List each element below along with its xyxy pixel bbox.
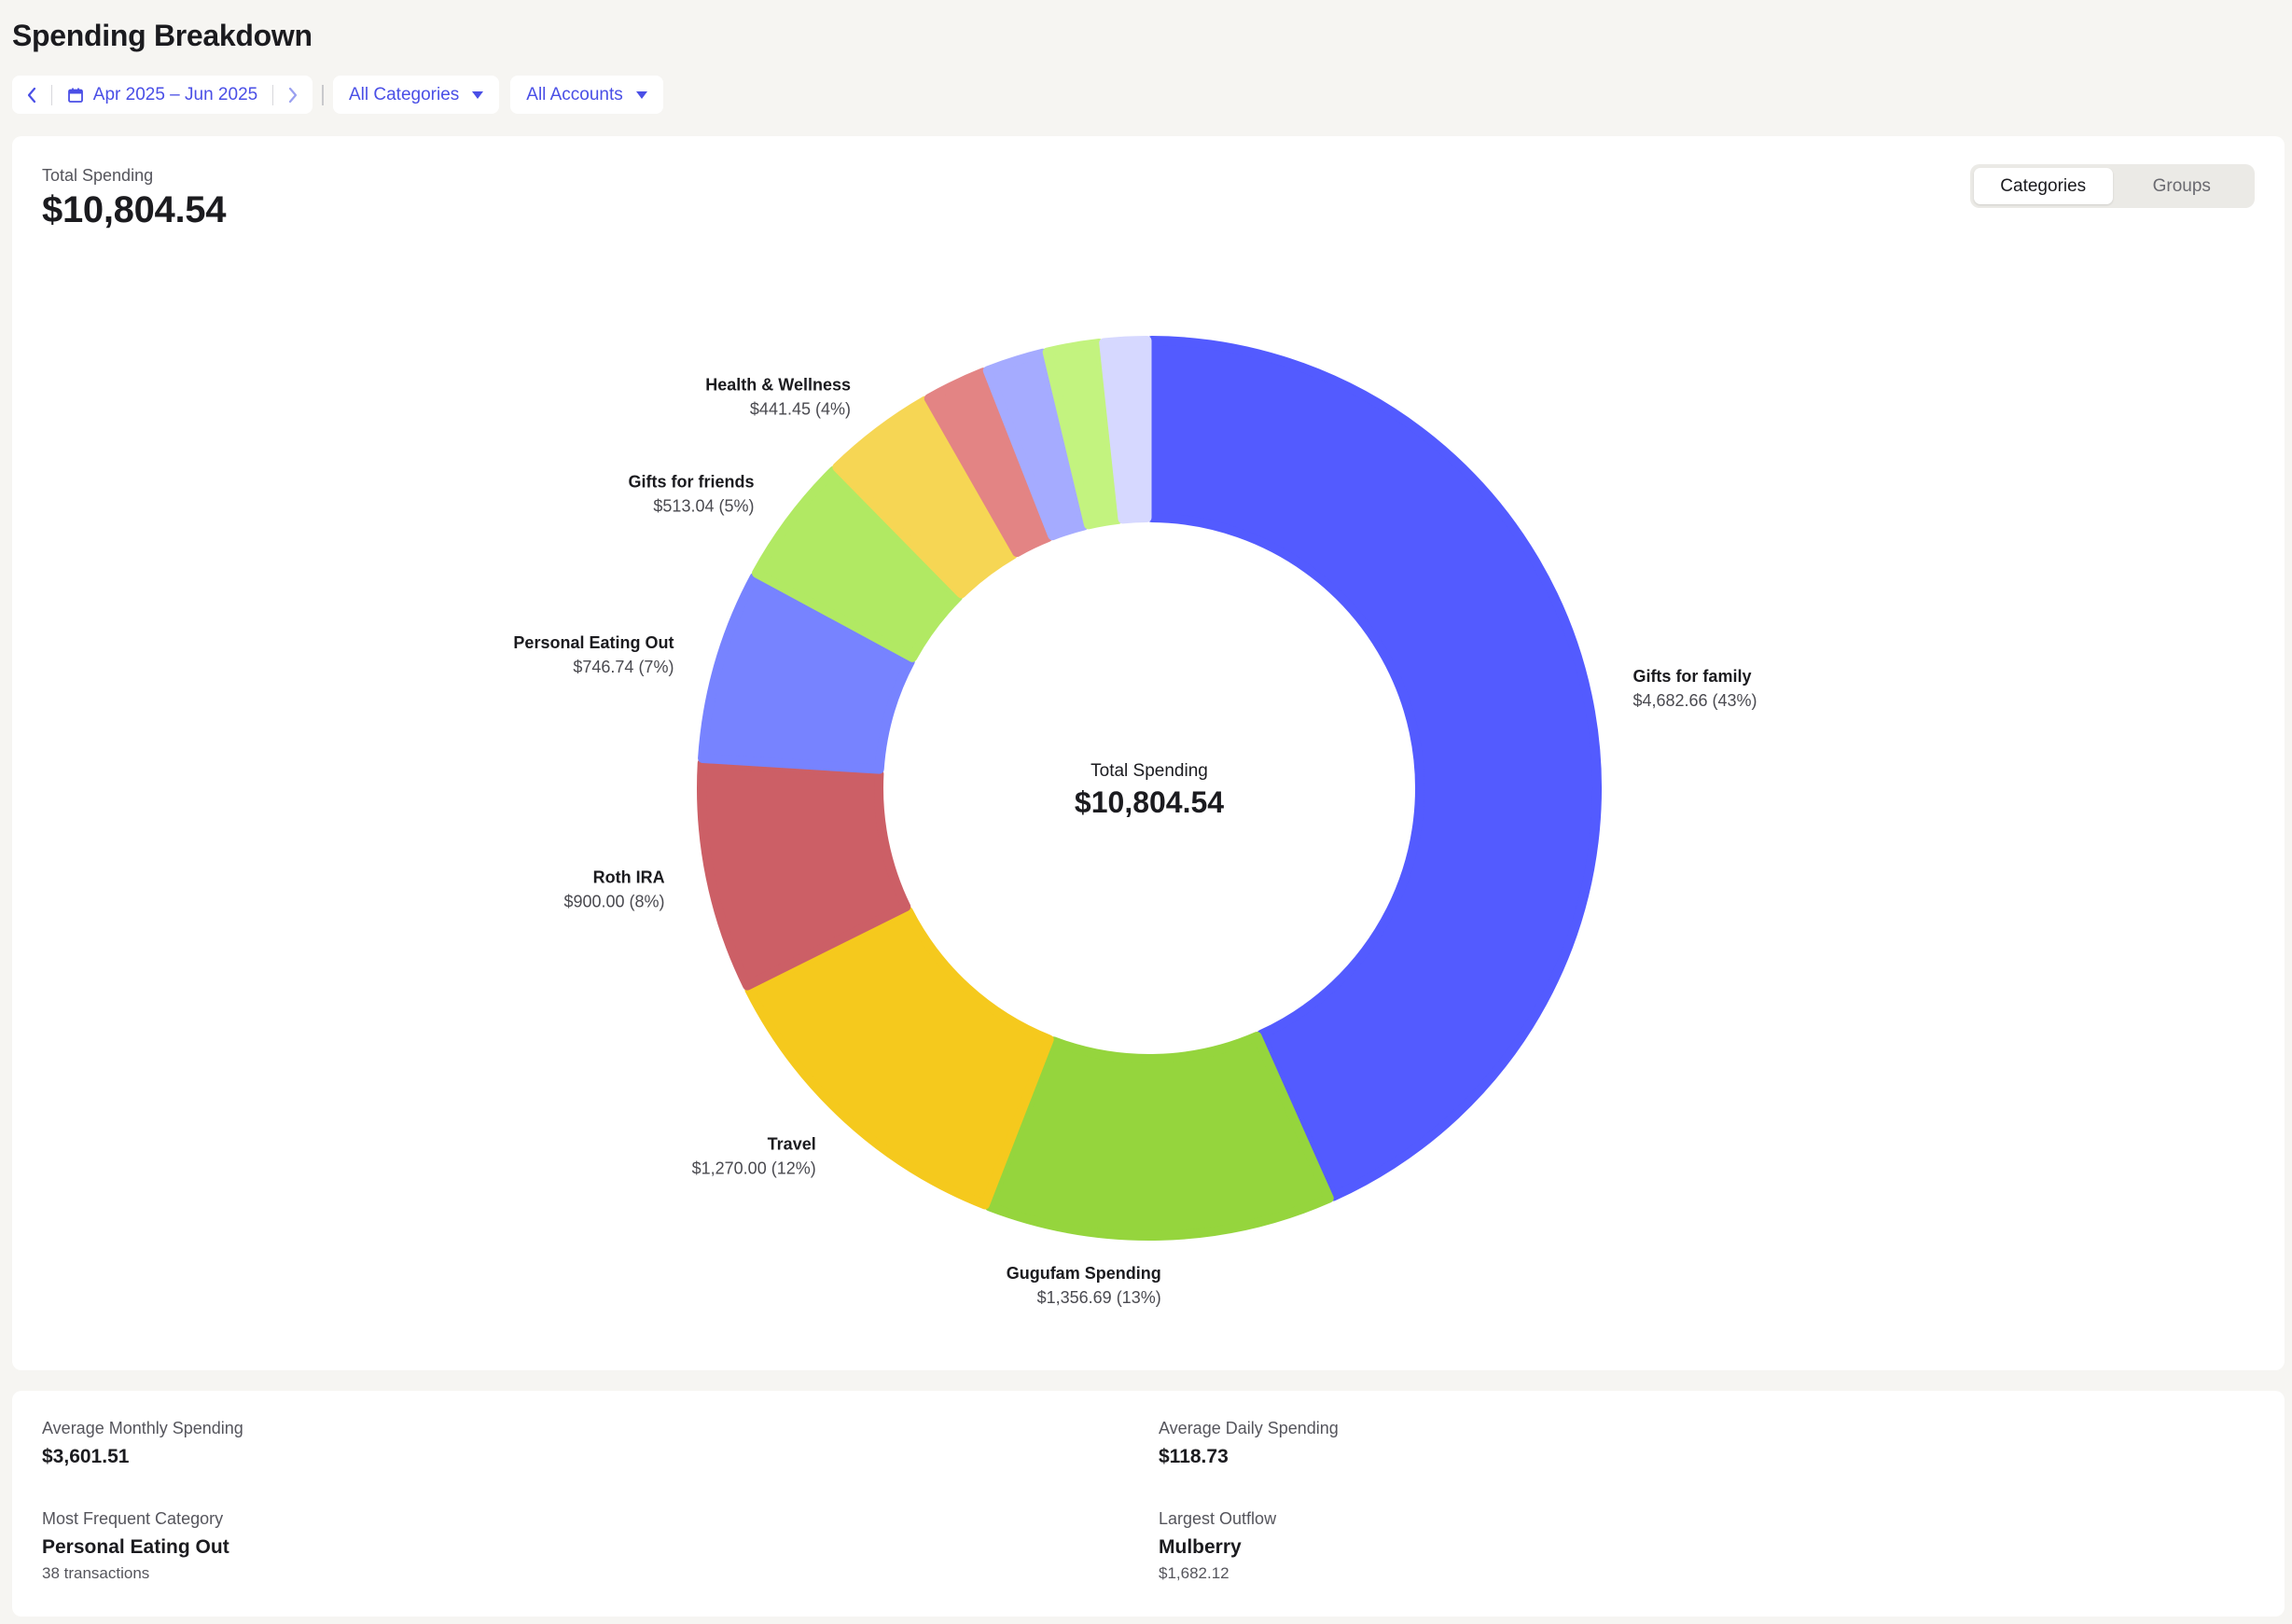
- date-range-label: Apr 2025 – Jun 2025: [92, 84, 258, 104]
- view-toggle: Categories Groups: [1970, 164, 2255, 208]
- donut-slice[interactable]: [982, 348, 1090, 541]
- stat-most-frequent-category: Most Frequent Category Personal Eating O…: [42, 1509, 229, 1583]
- slice-label-name: Gifts for family: [1632, 667, 1751, 686]
- stat-value: Personal Eating Out: [42, 1536, 229, 1558]
- donut-slice[interactable]: [697, 757, 911, 991]
- slice-label-name: Travel: [768, 1134, 816, 1153]
- date-range-picker: Apr 2025 – Jun 2025: [12, 76, 313, 114]
- total-spending-label: Total Spending: [42, 166, 154, 185]
- accounts-dropdown-label: All Accounts: [526, 84, 623, 104]
- slice-label-value: $900.00 (8%): [563, 892, 664, 910]
- stat-value: $3,601.51: [42, 1446, 130, 1467]
- chart-center-value: $10,804.54: [1075, 785, 1224, 819]
- slice-label-name: Gifts for friends: [628, 472, 754, 491]
- page-title: Spending Breakdown: [12, 19, 313, 52]
- stat-average-monthly: Average Monthly Spending $3,601.51: [42, 1419, 243, 1468]
- stat-value: $118.73: [1159, 1446, 1229, 1467]
- spending-donut-chart: Gifts for family $4,682.66 (43%) Gugufam S…: [513, 336, 1757, 1307]
- caret-down-icon: [472, 90, 484, 99]
- slice-label-value: $746.74 (7%): [573, 658, 674, 676]
- stat-average-daily: Average Daily Spending $118.73: [1159, 1419, 1339, 1468]
- stat-label: Average Daily Spending: [1159, 1419, 1339, 1437]
- chevron-left-icon: [27, 87, 36, 103]
- donut-slice[interactable]: [1146, 336, 1602, 1201]
- stat-label: Largest Outflow: [1159, 1509, 1277, 1528]
- donut-slice[interactable]: [1042, 339, 1123, 530]
- chart-center-label: Total Spending: [1090, 761, 1208, 781]
- stat-subtext: $1,682.12: [1159, 1564, 1229, 1582]
- slice-label-value: $513.04 (5%): [653, 496, 754, 515]
- slice-label-value: $441.45 (4%): [750, 400, 851, 419]
- spending-stats-card: Average Monthly Spending $3,601.51 Avera…: [12, 1391, 2285, 1617]
- accounts-dropdown[interactable]: All Accounts: [510, 76, 663, 114]
- stat-label: Most Frequent Category: [42, 1509, 224, 1528]
- caret-down-icon: [635, 90, 647, 99]
- view-toggle-categories[interactable]: Categories: [1974, 168, 2113, 204]
- spending-chart-card: Total Spending $10,804.54 Categories Gro…: [12, 136, 2285, 1370]
- slice-label-name: Roth IRA: [593, 868, 665, 886]
- donut-slice[interactable]: [744, 906, 1054, 1210]
- calendar-icon: [67, 88, 83, 103]
- slice-label-value: $1,356.69 (13%): [1037, 1288, 1161, 1307]
- categories-dropdown-label: All Categories: [349, 84, 460, 104]
- date-range-button[interactable]: Apr 2025 – Jun 2025: [60, 85, 265, 105]
- categories-dropdown[interactable]: All Categories: [333, 76, 500, 114]
- donut-slices: [697, 336, 1602, 1241]
- total-spending-summary: Total Spending $10,804.54: [42, 166, 227, 231]
- divider: [51, 84, 52, 105]
- divider: [272, 84, 273, 105]
- filter-toolbar: Apr 2025 – Jun 2025 All Categories All A…: [12, 76, 663, 114]
- slice-label-name: Gugufam Spending: [1007, 1264, 1161, 1283]
- stat-subtext: 38 transactions: [42, 1564, 150, 1582]
- slice-label-name: Health & Wellness: [705, 376, 851, 395]
- total-spending-value: $10,804.54: [42, 189, 227, 230]
- donut-slice[interactable]: [1099, 336, 1152, 524]
- slice-label-value: $1,270.00 (12%): [692, 1159, 816, 1177]
- slice-label-value: $4,682.66 (43%): [1632, 691, 1757, 710]
- previous-period-button[interactable]: [20, 83, 44, 107]
- stat-value: Mulberry: [1159, 1536, 1242, 1558]
- slice-label-name: Personal Eating Out: [513, 633, 674, 652]
- view-toggle-groups[interactable]: Groups: [2152, 175, 2211, 196]
- next-period-button[interactable]: [281, 83, 305, 107]
- donut-slice[interactable]: [984, 1031, 1334, 1241]
- slice-labels: Gifts for family $4,682.66 (43%) Gugufam S…: [513, 376, 1757, 1307]
- chevron-right-icon: [288, 87, 298, 103]
- toolbar-divider: [322, 84, 324, 105]
- donut-slice[interactable]: [698, 572, 915, 774]
- stat-largest-outflow: Largest Outflow Mulberry $1,682.12: [1159, 1509, 1276, 1583]
- stat-label: Average Monthly Spending: [42, 1419, 243, 1437]
